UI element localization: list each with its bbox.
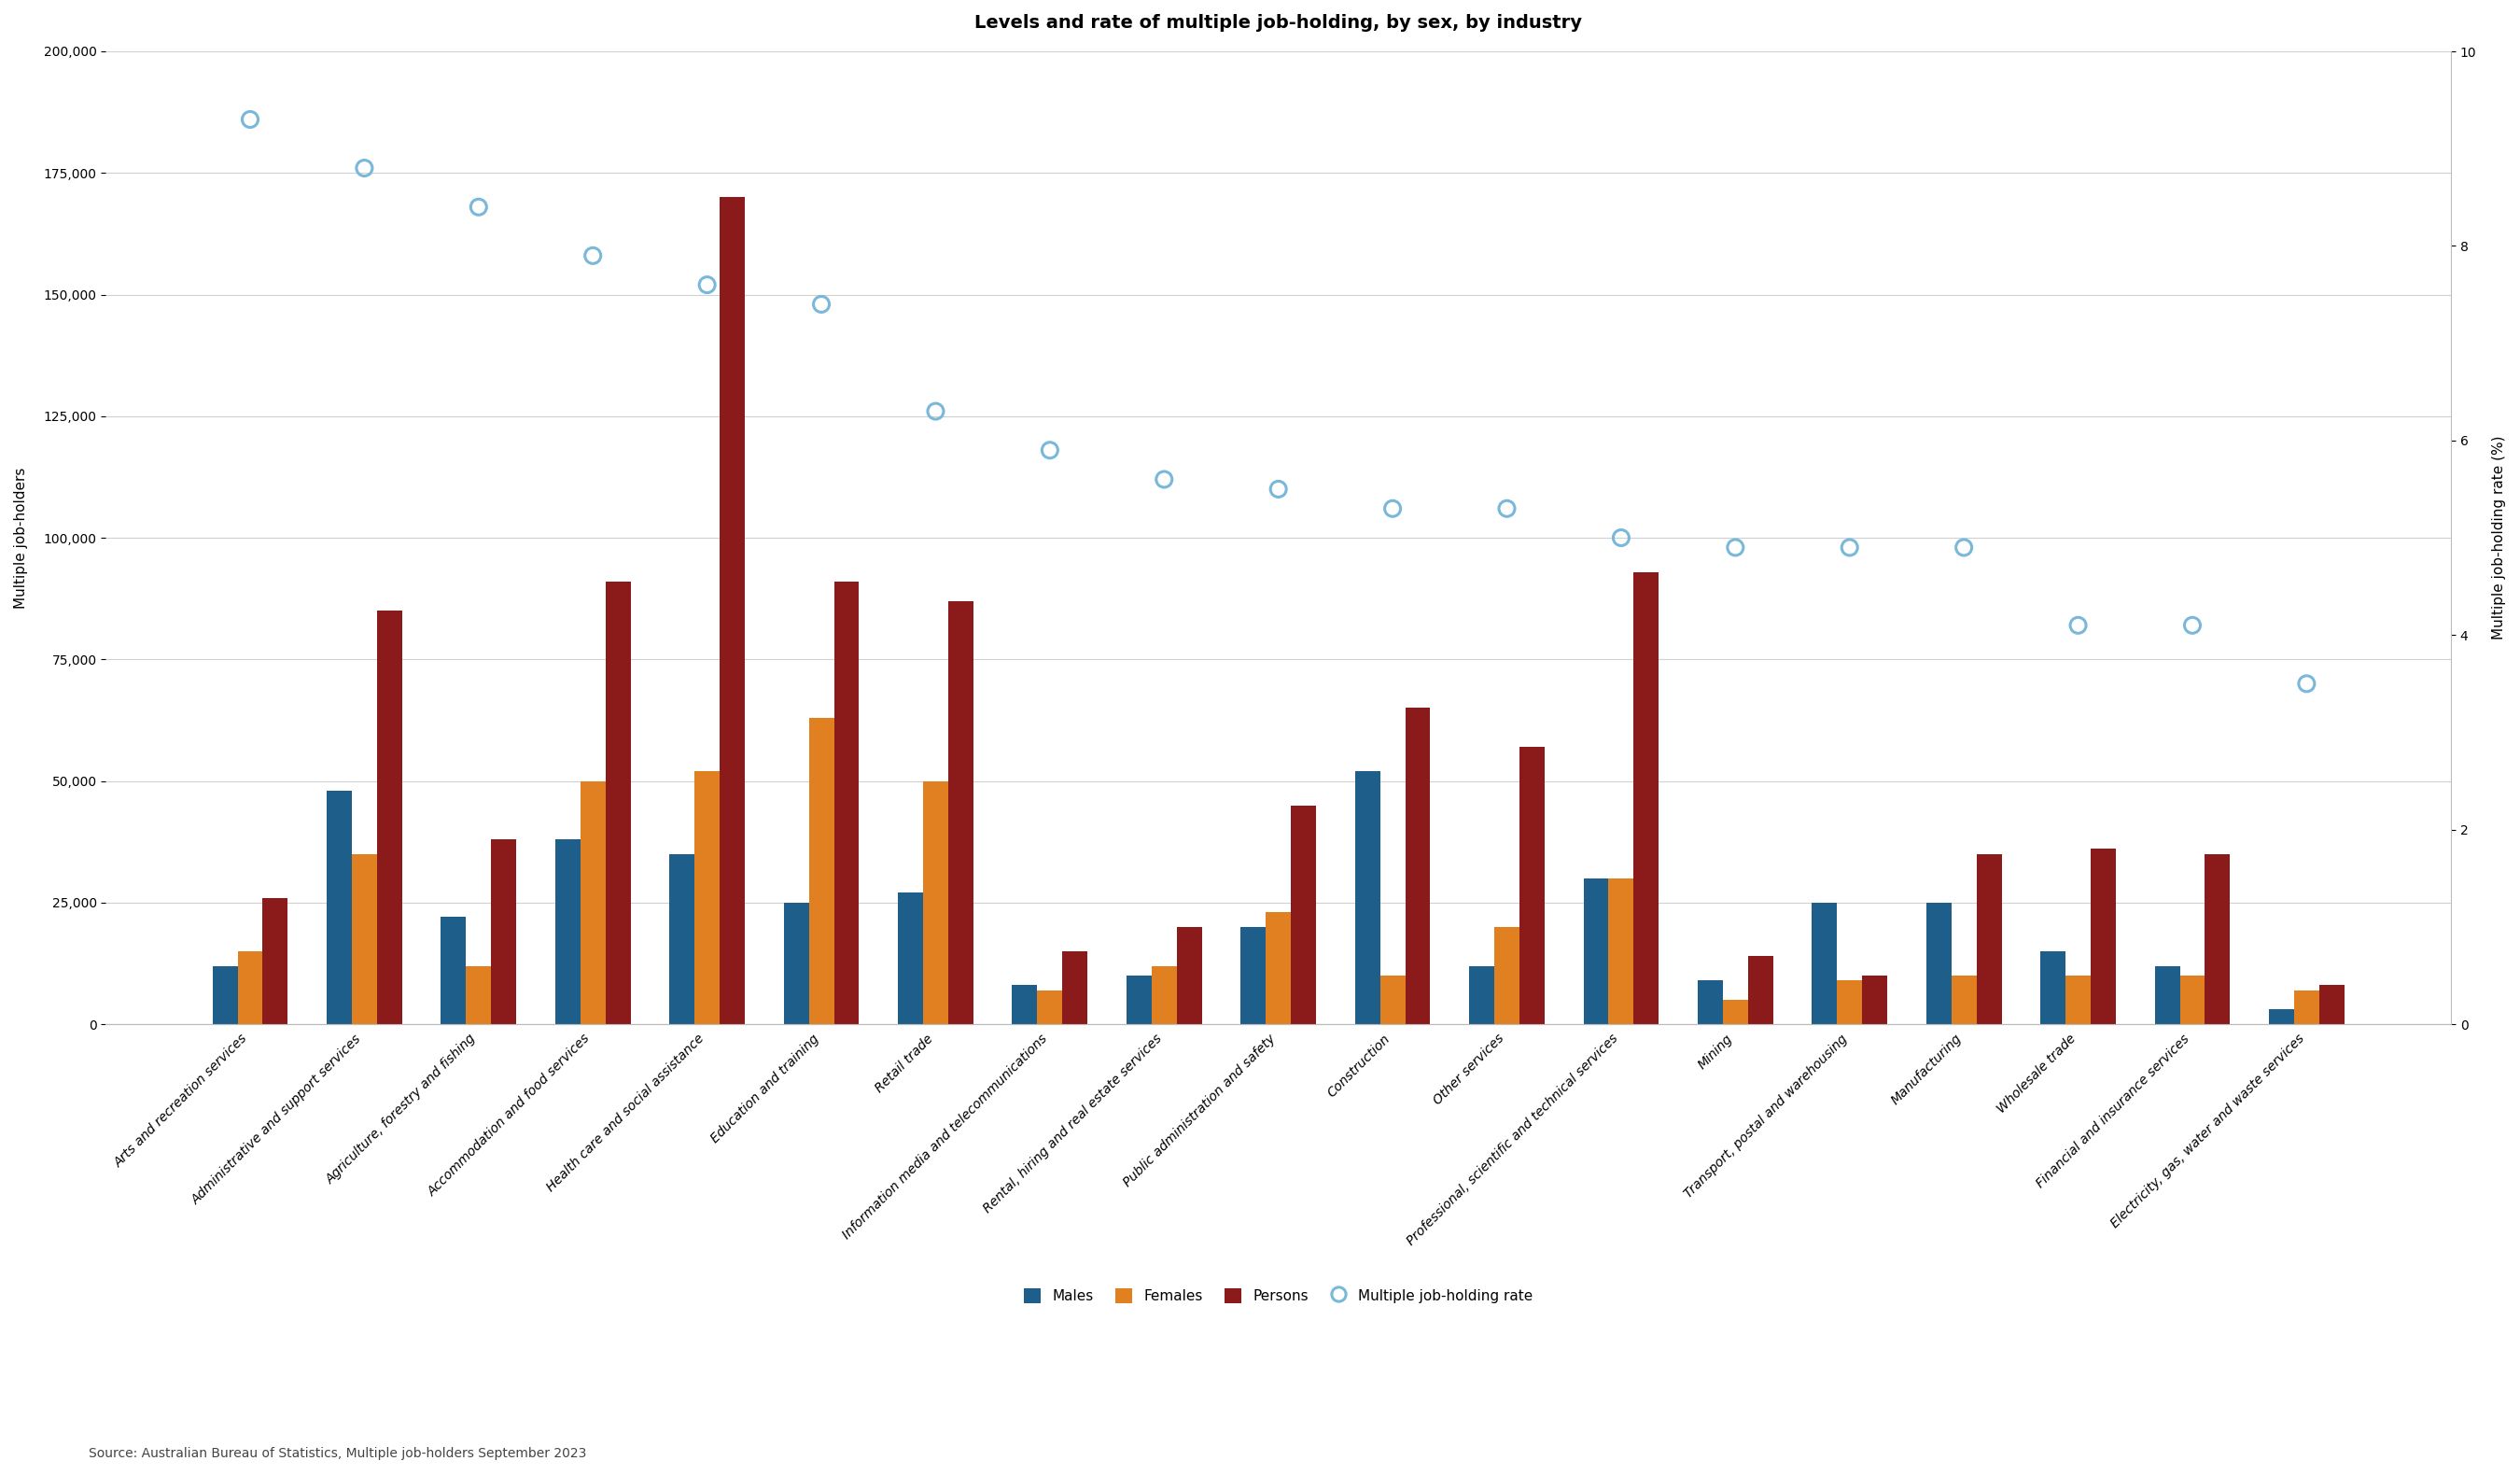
Bar	[784, 903, 809, 1024]
Bar	[378, 611, 403, 1024]
Bar	[2066, 975, 2092, 1024]
Bar	[696, 771, 721, 1024]
Bar	[466, 966, 491, 1024]
Point	[688, 273, 728, 296]
Bar	[554, 839, 580, 1024]
Bar	[1724, 1000, 1749, 1024]
Point	[1487, 497, 1527, 521]
Bar	[1381, 975, 1406, 1024]
Text: Source: Australian Bureau of Statistics, Multiple job-holders September 2023: Source: Australian Bureau of Statistics,…	[88, 1447, 587, 1460]
Bar	[1862, 975, 1887, 1024]
Bar	[1469, 966, 1494, 1024]
Point	[1943, 535, 1983, 559]
Bar	[1152, 966, 1177, 1024]
Bar	[1749, 956, 1774, 1024]
Bar	[328, 791, 353, 1024]
Bar	[441, 917, 466, 1024]
Bar	[491, 839, 517, 1024]
Point	[2286, 673, 2326, 696]
Bar	[605, 581, 630, 1024]
Bar	[2092, 850, 2117, 1024]
Bar	[1013, 985, 1038, 1024]
Point	[2172, 614, 2213, 637]
Point	[1600, 527, 1641, 550]
Bar	[1698, 981, 1724, 1024]
Bar	[1126, 975, 1152, 1024]
Bar	[1950, 975, 1976, 1024]
Point	[915, 400, 955, 423]
Bar	[1038, 990, 1063, 1024]
Bar	[834, 581, 859, 1024]
Bar	[1356, 771, 1381, 1024]
Bar	[262, 898, 287, 1024]
Bar	[1812, 903, 1837, 1024]
Bar	[1633, 572, 1658, 1024]
Bar	[1925, 903, 1950, 1024]
Bar	[670, 854, 696, 1024]
Bar	[2205, 854, 2230, 1024]
Point	[1257, 478, 1298, 502]
Bar	[1583, 878, 1608, 1024]
Bar	[237, 951, 262, 1024]
Bar	[2041, 951, 2066, 1024]
Bar	[1063, 951, 1089, 1024]
Point	[1031, 438, 1071, 462]
Bar	[1406, 708, 1431, 1024]
Title: Levels and rate of multiple job-holding, by sex, by industry: Levels and rate of multiple job-holding,…	[975, 13, 1583, 32]
Bar	[948, 600, 973, 1024]
Bar	[2318, 985, 2344, 1024]
Bar	[2293, 990, 2318, 1024]
Bar	[2268, 1009, 2293, 1024]
Point	[345, 156, 386, 180]
Point	[1373, 497, 1414, 521]
Legend: Males, Females, Persons, Multiple job-holding rate: Males, Females, Persons, Multiple job-ho…	[1018, 1283, 1540, 1308]
Y-axis label: Multiple job-holders: Multiple job-holders	[15, 468, 28, 608]
Point	[572, 243, 612, 267]
Bar	[212, 966, 237, 1024]
Bar	[809, 718, 834, 1024]
Bar	[922, 780, 948, 1024]
Point	[1830, 535, 1870, 559]
Bar	[1290, 805, 1315, 1024]
Bar	[897, 892, 922, 1024]
Bar	[1265, 912, 1290, 1024]
Bar	[2155, 966, 2180, 1024]
Point	[801, 292, 842, 316]
Bar	[1177, 926, 1202, 1024]
Point	[229, 108, 270, 131]
Bar	[1520, 746, 1545, 1024]
Point	[1144, 468, 1184, 491]
Bar	[1976, 854, 2001, 1024]
Bar	[1608, 878, 1633, 1024]
Y-axis label: Multiple job-holding rate (%): Multiple job-holding rate (%)	[2492, 435, 2505, 640]
Bar	[353, 854, 378, 1024]
Bar	[1837, 981, 1862, 1024]
Point	[2059, 614, 2099, 637]
Point	[1716, 535, 1756, 559]
Bar	[1494, 926, 1520, 1024]
Bar	[2180, 975, 2205, 1024]
Bar	[721, 198, 746, 1024]
Bar	[580, 780, 605, 1024]
Point	[459, 195, 499, 218]
Bar	[1240, 926, 1265, 1024]
